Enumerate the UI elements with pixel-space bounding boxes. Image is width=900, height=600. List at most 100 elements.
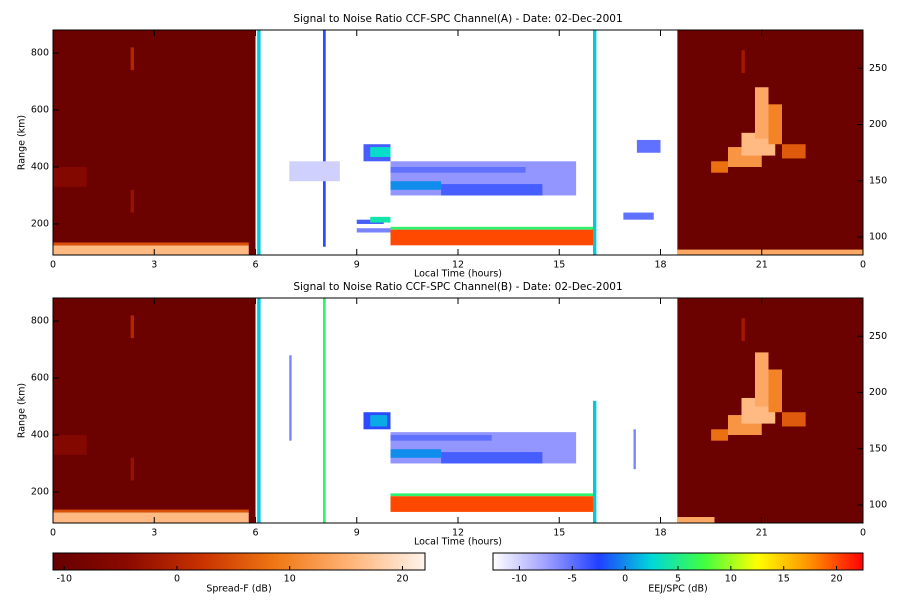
colorbar-tick-label: -5 <box>568 574 577 585</box>
echo-patch <box>633 429 636 470</box>
panel-title: Signal to Noise Ratio CCF-SPC Channel(B)… <box>293 281 622 293</box>
x-tick-label: 6 <box>252 260 258 271</box>
colorbar-tick-label: 0 <box>622 574 628 585</box>
colorbar-tick-label: 15 <box>778 574 790 585</box>
x-tick-label: 12 <box>452 528 464 539</box>
echo-patch <box>782 144 806 159</box>
echo-patch <box>390 496 593 512</box>
y2-tick-label: 100 <box>869 232 887 243</box>
x-tick-label: 18 <box>654 260 666 271</box>
echo-patch <box>53 166 87 187</box>
y-tick-label: 200 <box>31 218 49 229</box>
x-tick-label: 9 <box>354 528 360 539</box>
y-tick-label: 800 <box>31 48 49 59</box>
y-tick-label: 600 <box>31 373 49 384</box>
panel-title: Signal to Noise Ratio CCF-SPC Channel(A)… <box>293 13 622 25</box>
echo-patch <box>53 245 249 255</box>
y-tick-label: 800 <box>31 316 49 327</box>
x-tick-label: 21 <box>756 528 768 539</box>
echo-patch <box>370 147 391 158</box>
echo-patch <box>390 226 593 230</box>
echo-patch <box>390 229 593 246</box>
echo-patch <box>53 30 256 255</box>
echo-patch <box>257 30 261 255</box>
echo-patch <box>782 412 806 427</box>
echo-patch <box>741 50 745 74</box>
echo-patch <box>593 400 597 523</box>
x-tick-label: 15 <box>553 260 565 271</box>
echo-patch <box>677 249 863 255</box>
y2-tick-label: 200 <box>869 387 887 398</box>
echo-patch <box>636 139 661 153</box>
colorbar <box>52 552 426 571</box>
y-tick-label: 400 <box>31 161 49 172</box>
x-tick-label: 0 <box>50 260 56 271</box>
echo-patch <box>53 298 256 523</box>
echo-patch <box>130 315 134 339</box>
colorbar-tick-label: -10 <box>512 574 528 585</box>
echo-patch <box>711 161 728 173</box>
colorbar-tick-label: 5 <box>675 574 681 585</box>
echo-patch <box>390 181 442 190</box>
echo-patch <box>323 298 326 523</box>
echo-patch <box>677 517 715 523</box>
x-tick-label: 0 <box>860 260 866 271</box>
x-axis-label: Local Time (hours) <box>414 269 502 280</box>
echo-patch <box>356 228 391 233</box>
y-tick-label: 200 <box>31 486 49 497</box>
echo-patch <box>53 509 249 513</box>
plot-area <box>53 298 863 523</box>
colorbar-tick-label: 20 <box>831 574 843 585</box>
echo-patch <box>755 352 769 407</box>
x-tick-label: 3 <box>151 528 157 539</box>
colorbar-tick-label: 0 <box>174 574 180 585</box>
echo-patch <box>53 242 249 246</box>
y-axis-label: Range (km) <box>17 115 28 170</box>
echo-patch <box>130 189 134 213</box>
echo-patch <box>53 434 87 455</box>
y2-tick-label: 100 <box>869 500 887 511</box>
y-tick-label: 400 <box>31 429 49 440</box>
echo-patch <box>257 298 261 523</box>
colorbar-label: EEJ/SPC (dB) <box>648 584 707 595</box>
echo-patch <box>768 369 782 413</box>
echo-patch <box>390 493 593 497</box>
colorbar-tick-label: 20 <box>396 574 408 585</box>
colorbar-tick-label: 10 <box>284 574 296 585</box>
colorbar-tick-label: -10 <box>57 574 73 585</box>
y2-tick-label: 150 <box>869 175 887 186</box>
x-tick-label: 21 <box>756 260 768 271</box>
echo-patch <box>289 161 340 182</box>
echo-patch <box>390 449 442 458</box>
y-axis-label: Range (km) <box>17 383 28 438</box>
x-tick-label: 18 <box>654 528 666 539</box>
echo-patch <box>130 47 134 71</box>
echo-patch <box>370 216 391 223</box>
y-tick-label: 600 <box>31 105 49 116</box>
y2-tick-label: 250 <box>869 331 887 342</box>
echo-patch <box>768 104 782 145</box>
echo-patch <box>711 429 728 441</box>
echo-patch <box>441 452 543 464</box>
echo-patch <box>441 184 543 196</box>
echo-patch <box>323 30 326 247</box>
echo-patch <box>390 166 526 173</box>
echo-patch <box>593 30 597 255</box>
y2-tick-label: 200 <box>869 119 887 130</box>
echo-patch <box>390 434 492 441</box>
y2-tick-label: 150 <box>869 443 887 454</box>
x-tick-label: 9 <box>354 260 360 271</box>
x-tick-label: 0 <box>50 528 56 539</box>
echo-patch <box>289 355 292 441</box>
echo-patch <box>130 457 134 481</box>
echo-patch <box>623 212 654 220</box>
x-tick-label: 0 <box>860 528 866 539</box>
x-tick-label: 12 <box>452 260 464 271</box>
x-tick-label: 3 <box>151 260 157 271</box>
plot-area <box>53 30 863 255</box>
echo-patch <box>741 318 745 342</box>
echo-patch <box>370 415 388 427</box>
y2-tick-label: 250 <box>869 63 887 74</box>
colorbar-label: Spread-F (dB) <box>206 584 271 595</box>
